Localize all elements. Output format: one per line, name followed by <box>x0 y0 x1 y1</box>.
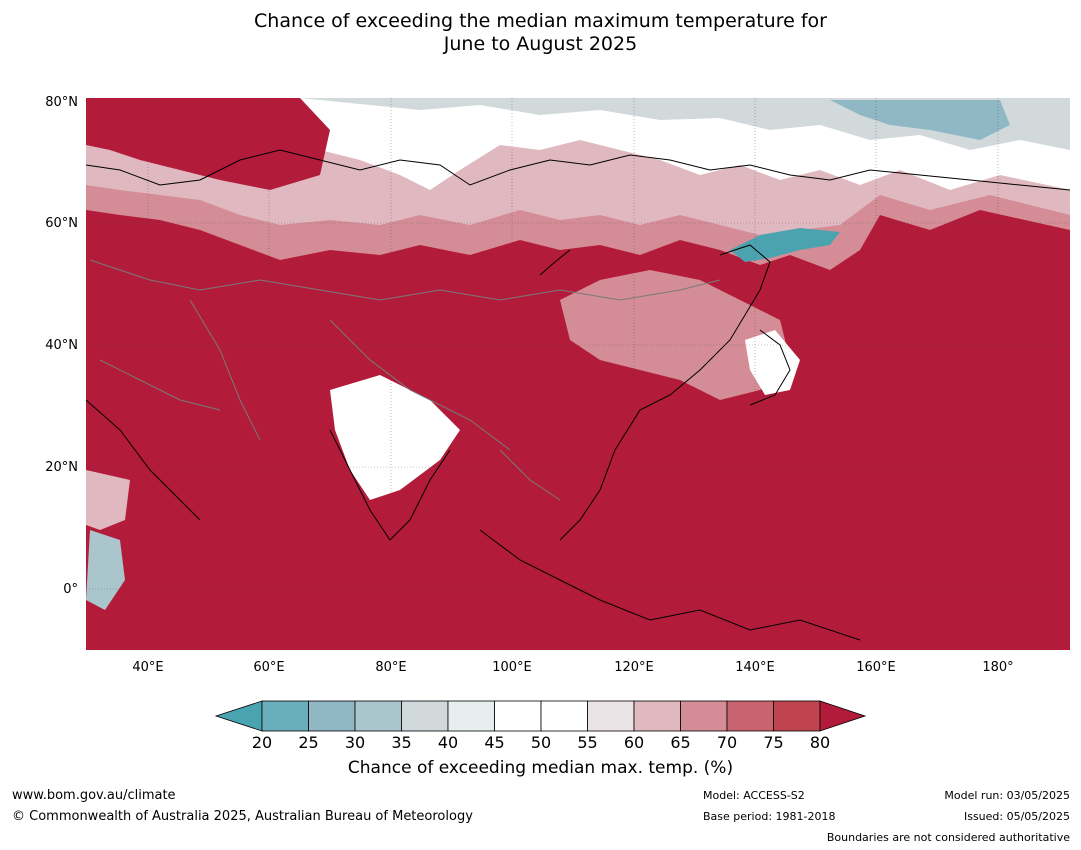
colorbar-tick-70: 70 <box>716 733 738 752</box>
colorbar-bin-25-30 <box>308 700 356 732</box>
colorbar-tick-45: 45 <box>484 733 505 752</box>
colorbar-tick-40: 40 <box>437 733 459 752</box>
colorbar-bin-65-70 <box>680 700 728 732</box>
lat-label-40n: 40°N <box>45 338 78 353</box>
colorbar-tick-50: 50 <box>530 733 552 752</box>
map-region-tibet-neutral <box>330 375 460 500</box>
map-region-okhotsk-blue <box>730 228 840 262</box>
base-period: Base period: 1981-2018 <box>703 810 836 823</box>
lon-label-40e: 40°E <box>132 660 164 675</box>
map-region-east-asia-pale <box>560 270 790 400</box>
chart-title-line1: Chance of exceeding the median maximum t… <box>254 10 827 32</box>
colorbar-bin-40-45 <box>447 700 495 732</box>
copyright-notice: © Commonwealth of Australia 2025, Austra… <box>12 809 473 824</box>
colorbar-title: Chance of exceeding median max. temp. (%… <box>347 758 734 778</box>
lon-label-160e: 160°E <box>856 660 896 675</box>
colorbar-tick-80: 80 <box>809 733 831 752</box>
lon-label-140e: 140°E <box>735 660 775 675</box>
model-name: Model: ACCESS-S2 <box>703 789 805 802</box>
colorbar-tick-25: 25 <box>298 733 319 752</box>
colorbar-tick-35: 35 <box>391 733 412 752</box>
issued-date: Issued: 05/05/2025 <box>963 810 1070 823</box>
colorbar-bin-30-35 <box>354 700 402 732</box>
colorbar-bin-55-60 <box>587 700 635 732</box>
lat-label-80n: 80°N <box>45 95 78 110</box>
source-url: www.bom.gov.au/climate <box>12 788 176 803</box>
colorbar-tick-20: 20 <box>251 733 273 752</box>
boundary-disclaimer: Boundaries are not considered authoritat… <box>826 831 1070 844</box>
map-region-east-africa-blue <box>86 530 125 610</box>
lat-label-60n: 60°N <box>45 216 78 231</box>
colorbar-bin-60-65 <box>633 700 681 732</box>
map-country-borders <box>89 259 721 501</box>
lon-label-80e: 80°E <box>375 660 407 675</box>
lon-label-180: 180° <box>982 660 1014 675</box>
colorbar-low-extend <box>214 700 263 732</box>
map-graticule <box>86 98 1070 650</box>
lat-label-0: 0° <box>63 582 78 597</box>
colorbar-tick-30: 30 <box>344 733 366 752</box>
lon-label-100e: 100°E <box>492 660 532 675</box>
colorbar-bin-75-80 <box>773 700 821 732</box>
colorbar-bin-45-50 <box>494 700 542 732</box>
colorbar-tick-55: 55 <box>577 733 598 752</box>
chart-title-line2: June to August 2025 <box>443 33 638 55</box>
map-region-east-siberia-blue <box>830 100 1010 140</box>
map-coastlines <box>85 149 1071 641</box>
colorbar-tick-75: 75 <box>763 733 784 752</box>
colorbar-high-extend <box>819 700 867 732</box>
model-run-date: Model run: 03/05/2025 <box>944 789 1070 802</box>
colorbar-bin-20-25 <box>261 700 309 732</box>
colorbar-bin-50-55 <box>540 700 588 732</box>
lat-label-20n: 20°N <box>45 460 78 475</box>
colorbar-bin-70-75 <box>726 700 774 732</box>
lon-label-60e: 60°E <box>253 660 285 675</box>
colorbar-tick-65: 65 <box>670 733 691 752</box>
map-region-east-africa-pale <box>86 470 130 530</box>
colorbar-tick-60: 60 <box>623 733 645 752</box>
colorbar-bin-35-40 <box>401 700 449 732</box>
lon-label-120e: 120°E <box>614 660 654 675</box>
map-region-japan-neutral <box>745 330 800 395</box>
